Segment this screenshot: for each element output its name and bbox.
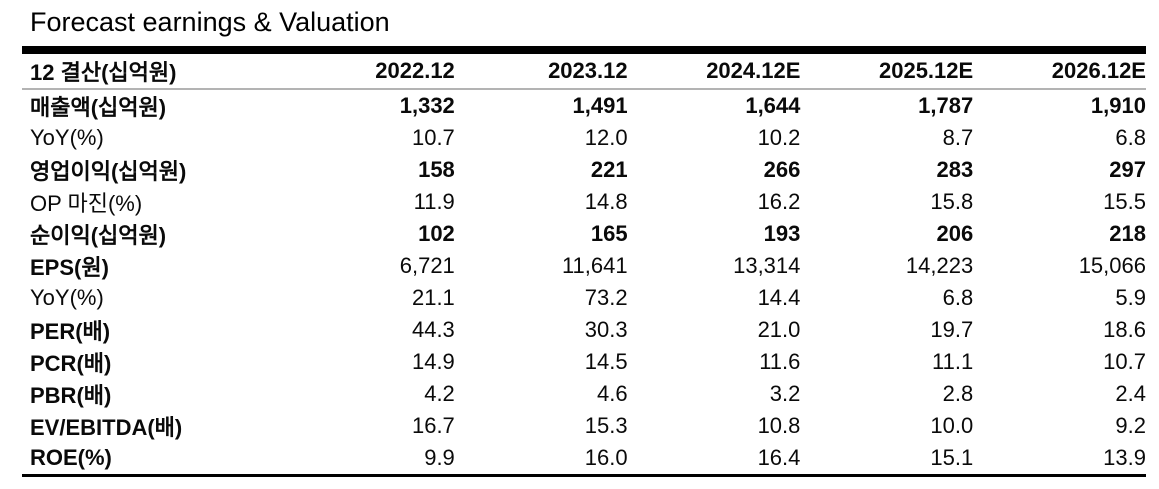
value-cell: 10.7	[1103, 349, 1146, 374]
value-cell: 13,314	[733, 253, 801, 278]
value-cell: 1,787	[918, 93, 974, 118]
value-cell: 11.1	[932, 349, 974, 374]
value-cell: 14.9	[411, 349, 455, 374]
value-cell: 30.3	[584, 317, 628, 342]
value-cell: 16.2	[757, 189, 801, 214]
table-row: 매출액(십억원) 1,332 1,491 1,644 1,787 1,910	[22, 90, 1146, 122]
row-label: PER(배)	[30, 319, 111, 344]
value-cell: 10.0	[930, 413, 974, 438]
table-body: 매출액(십억원) 1,332 1,491 1,644 1,787 1,910 YoY(%) 1…	[22, 90, 1146, 474]
table-row: OP 마진(%) 11.9 14.8 16.2 15.8 15.5	[22, 186, 1146, 218]
table-row: PCR(배) 14.9 14.5 11.6 11.1 10.7	[22, 346, 1146, 378]
row-label: 순이익(십억원)	[30, 223, 167, 248]
table-row: 순이익(십억원) 102 165 193 206 218	[22, 218, 1146, 250]
row-label: YoY(%)	[30, 285, 104, 310]
value-cell: 4.6	[597, 381, 628, 406]
value-cell: 14.4	[757, 285, 801, 310]
value-cell: 283	[936, 157, 974, 182]
row-label: YoY(%)	[30, 125, 104, 150]
value-cell: 8.7	[942, 125, 974, 150]
value-cell: 6.8	[1115, 125, 1146, 150]
forecast-valuation-table: 12 결산(십억원) 2022.12 2023.12 2024.12E 2025.12…	[22, 46, 1146, 477]
value-cell: 12.0	[584, 125, 628, 150]
value-cell: 2.4	[1115, 381, 1146, 406]
table-row: PER(배) 44.3 30.3 21.0 19.7 18.6	[22, 314, 1146, 346]
value-cell: 5.9	[1115, 285, 1146, 310]
value-cell: 13.9	[1103, 445, 1146, 470]
table-header-row: 12 결산(십억원) 2022.12 2023.12 2024.12E 2025.12…	[22, 54, 1146, 90]
value-cell: 15,066	[1078, 253, 1146, 278]
column-header: 2025.12E	[878, 58, 974, 83]
value-cell: 16.0	[584, 445, 628, 470]
value-cell: 9.2	[1115, 413, 1146, 438]
value-cell: 10.2	[757, 125, 801, 150]
value-cell: 15.3	[584, 413, 628, 438]
table-row: PBR(배) 4.2 4.6 3.2 2.8 2.4	[22, 378, 1146, 410]
row-label: ROE(%)	[30, 445, 112, 470]
value-cell: 14,223	[905, 253, 974, 278]
value-cell: 15.5	[1103, 189, 1146, 214]
value-cell: 1,910	[1090, 93, 1146, 118]
value-cell: 3.2	[769, 381, 801, 406]
value-cell: 21.0	[757, 317, 801, 342]
value-cell: 19.7	[930, 317, 974, 342]
column-header: 2023.12	[548, 58, 628, 83]
value-cell: 9.9	[424, 445, 455, 470]
table-row: 영업이익(십억원) 158 221 266 283 297	[22, 154, 1146, 186]
value-cell: 221	[590, 157, 628, 182]
value-cell: 1,644	[745, 93, 801, 118]
value-cell: 73.2	[584, 285, 628, 310]
value-cell: 193	[763, 221, 801, 246]
column-header: 2024.12E	[706, 58, 801, 83]
header-row-label: 12 결산(십억원)	[30, 60, 177, 85]
row-label: PBR(배)	[30, 383, 112, 408]
value-cell: 16.4	[757, 445, 801, 470]
value-cell: 218	[1109, 221, 1146, 246]
table-row: ROE(%) 9.9 16.0 16.4 15.1 13.9	[22, 442, 1146, 474]
row-label: EV/EBITDA(배)	[30, 415, 183, 440]
page-title: Forecast earnings & Valuation	[30, 7, 390, 37]
row-label: EPS(원)	[30, 255, 109, 280]
value-cell: 6,721	[399, 253, 455, 278]
value-cell: 44.3	[411, 317, 455, 342]
value-cell: 18.6	[1103, 317, 1146, 342]
value-cell: 297	[1109, 157, 1146, 182]
row-label: 영업이익(십억원)	[30, 159, 187, 184]
value-cell: 2.8	[942, 381, 974, 406]
value-cell: 11.6	[759, 349, 801, 374]
value-cell: 10.7	[411, 125, 455, 150]
row-label: OP 마진(%)	[30, 191, 143, 216]
value-cell: 1,332	[399, 93, 455, 118]
value-cell: 266	[763, 157, 801, 182]
value-cell: 158	[418, 157, 455, 182]
column-header: 2022.12	[375, 58, 455, 83]
table-row: EPS(원) 6,721 11,641 13,314 14,223 15,066	[22, 250, 1146, 282]
value-cell: 1,491	[572, 93, 628, 118]
value-cell: 14.8	[584, 189, 628, 214]
value-cell: 15.8	[930, 189, 974, 214]
value-cell: 16.7	[411, 413, 455, 438]
value-cell: 10.8	[757, 413, 801, 438]
value-cell: 11.9	[413, 189, 455, 214]
table-row: YoY(%) 21.1 73.2 14.4 6.8 5.9	[22, 282, 1146, 314]
value-cell: 21.1	[411, 285, 455, 310]
value-cell: 4.2	[424, 381, 455, 406]
table-row: YoY(%) 10.7 12.0 10.2 8.7 6.8	[22, 122, 1146, 154]
value-cell: 14.5	[584, 349, 628, 374]
column-header: 2026.12E	[1051, 58, 1146, 83]
value-cell: 102	[418, 221, 455, 246]
value-cell: 206	[936, 221, 974, 246]
value-cell: 165	[590, 221, 628, 246]
row-label: PCR(배)	[30, 351, 112, 376]
value-cell: 11,641	[561, 253, 628, 278]
value-cell: 6.8	[942, 285, 974, 310]
value-cell: 15.1	[930, 445, 974, 470]
row-label: 매출액(십억원)	[30, 95, 167, 120]
table-row: EV/EBITDA(배) 16.7 15.3 10.8 10.0 9.2	[22, 410, 1146, 442]
